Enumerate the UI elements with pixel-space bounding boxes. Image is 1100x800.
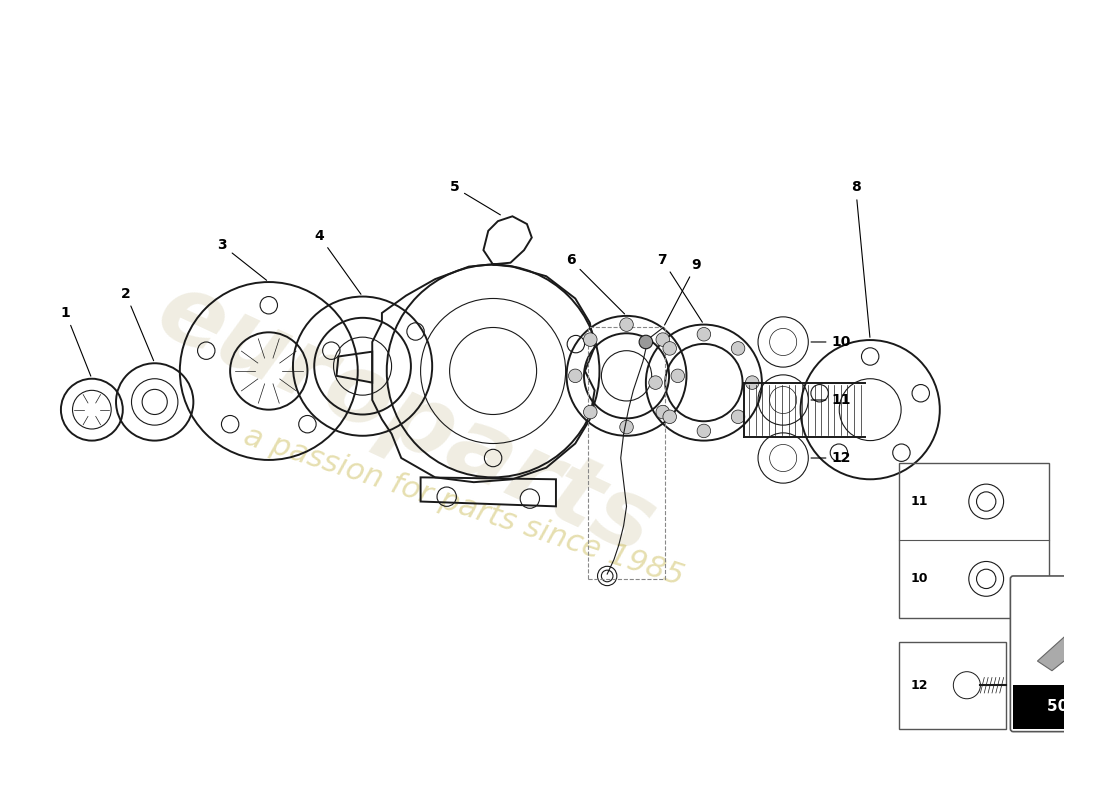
- Text: 3: 3: [218, 238, 266, 280]
- Text: 10: 10: [911, 572, 928, 586]
- Text: 1: 1: [60, 306, 91, 376]
- Text: 11: 11: [911, 495, 928, 508]
- Text: 7: 7: [658, 253, 703, 322]
- Bar: [1013, 686, 1100, 729]
- Circle shape: [656, 406, 670, 419]
- Text: 8: 8: [850, 180, 870, 338]
- Circle shape: [746, 376, 759, 390]
- Text: 9: 9: [664, 258, 701, 325]
- Text: 11: 11: [811, 393, 851, 407]
- Circle shape: [639, 335, 652, 349]
- Polygon shape: [1037, 618, 1100, 670]
- Text: 4: 4: [315, 229, 361, 294]
- Circle shape: [583, 333, 597, 346]
- Circle shape: [656, 333, 670, 346]
- Circle shape: [663, 410, 676, 423]
- Circle shape: [732, 342, 745, 355]
- Text: 2: 2: [121, 286, 154, 361]
- Circle shape: [697, 327, 711, 341]
- Text: 10: 10: [811, 335, 851, 349]
- Bar: [899, 463, 1049, 618]
- Text: 6: 6: [565, 253, 625, 314]
- Text: europarts: europarts: [143, 263, 670, 575]
- Circle shape: [569, 369, 582, 382]
- Bar: [587, 327, 665, 579]
- Circle shape: [697, 424, 711, 438]
- FancyBboxPatch shape: [1011, 576, 1100, 732]
- Bar: [899, 642, 1005, 729]
- Text: 5: 5: [450, 180, 500, 215]
- Circle shape: [619, 318, 634, 331]
- Circle shape: [732, 410, 745, 423]
- Polygon shape: [1081, 637, 1100, 682]
- Circle shape: [663, 342, 676, 355]
- Circle shape: [619, 420, 634, 434]
- Circle shape: [671, 369, 684, 382]
- Text: 12: 12: [911, 678, 928, 692]
- Text: 12: 12: [811, 451, 851, 465]
- Text: a passion for parts since 1985: a passion for parts since 1985: [241, 422, 688, 591]
- Circle shape: [649, 376, 662, 390]
- Circle shape: [583, 406, 597, 419]
- Text: 505 04: 505 04: [1047, 699, 1100, 714]
